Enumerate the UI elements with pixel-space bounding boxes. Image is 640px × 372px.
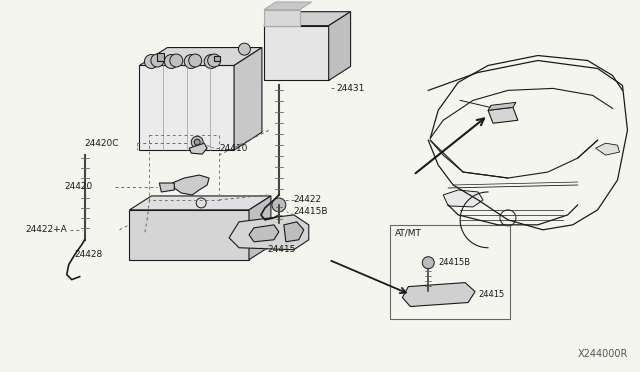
Text: 24428: 24428 (75, 250, 103, 259)
Text: 24420C: 24420C (84, 139, 119, 148)
Polygon shape (488, 107, 518, 123)
Circle shape (184, 55, 198, 68)
Polygon shape (157, 52, 164, 61)
Polygon shape (264, 10, 300, 26)
Polygon shape (249, 196, 271, 260)
Circle shape (194, 139, 200, 145)
Polygon shape (129, 196, 271, 210)
Polygon shape (403, 283, 475, 307)
Circle shape (239, 43, 250, 55)
Polygon shape (284, 222, 304, 242)
Polygon shape (140, 48, 262, 65)
Bar (390, 225, 510, 320)
Text: 24415: 24415 (478, 290, 504, 299)
Circle shape (164, 55, 179, 68)
Circle shape (207, 54, 221, 67)
Text: 24415B: 24415B (438, 258, 470, 267)
Polygon shape (264, 26, 329, 80)
Polygon shape (214, 55, 220, 61)
Text: 24431: 24431 (337, 84, 365, 93)
Text: 24422+A: 24422+A (25, 225, 67, 234)
Polygon shape (596, 143, 620, 155)
Polygon shape (172, 175, 209, 195)
Text: AT/MT: AT/MT (396, 228, 422, 237)
Text: 24420: 24420 (65, 183, 93, 192)
Circle shape (204, 55, 218, 68)
Polygon shape (264, 12, 351, 26)
Text: 24415B: 24415B (294, 208, 328, 217)
Circle shape (145, 55, 158, 68)
Polygon shape (159, 183, 174, 192)
Polygon shape (140, 65, 234, 150)
Circle shape (170, 54, 183, 67)
Polygon shape (229, 215, 308, 250)
Polygon shape (329, 12, 351, 80)
Text: X244000R: X244000R (578, 349, 628, 359)
Circle shape (272, 198, 286, 212)
Circle shape (191, 136, 203, 148)
Circle shape (422, 257, 435, 269)
Text: 24415: 24415 (267, 245, 295, 254)
Circle shape (151, 54, 164, 67)
Text: 24422: 24422 (294, 195, 322, 205)
Polygon shape (444, 190, 483, 207)
Circle shape (189, 54, 202, 67)
Polygon shape (129, 210, 249, 260)
Polygon shape (234, 48, 262, 150)
Polygon shape (189, 143, 207, 154)
Polygon shape (264, 2, 312, 10)
Text: 24410: 24410 (219, 144, 248, 153)
Polygon shape (249, 225, 279, 242)
Polygon shape (488, 102, 516, 110)
